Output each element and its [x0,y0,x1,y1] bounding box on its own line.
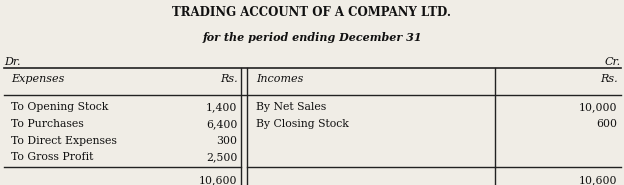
Text: 10,600: 10,600 [579,175,618,185]
Text: Rs.: Rs. [220,74,238,84]
Text: Dr.: Dr. [4,57,21,67]
Text: By Net Sales: By Net Sales [256,102,326,112]
Text: 6,400: 6,400 [206,119,238,129]
Text: 10,000: 10,000 [579,102,618,112]
Text: 600: 600 [597,119,618,129]
Text: Expenses: Expenses [11,74,64,84]
Text: Cr.: Cr. [605,57,621,67]
Text: 10,600: 10,600 [199,175,238,185]
Text: TRADING ACCOUNT OF A COMPANY LTD.: TRADING ACCOUNT OF A COMPANY LTD. [172,6,452,19]
Text: To Gross Profit: To Gross Profit [11,152,93,162]
Text: By Closing Stock: By Closing Stock [256,119,349,129]
Text: Rs.: Rs. [600,74,618,84]
Text: To Direct Expenses: To Direct Expenses [11,136,117,146]
Text: To Purchases: To Purchases [11,119,84,129]
Text: 1,400: 1,400 [206,102,238,112]
Text: 300: 300 [217,136,238,146]
Text: To Opening Stock: To Opening Stock [11,102,108,112]
Text: for the period ending December 31: for the period ending December 31 [202,32,422,43]
Text: Incomes: Incomes [256,74,303,84]
Text: 2,500: 2,500 [206,152,238,162]
